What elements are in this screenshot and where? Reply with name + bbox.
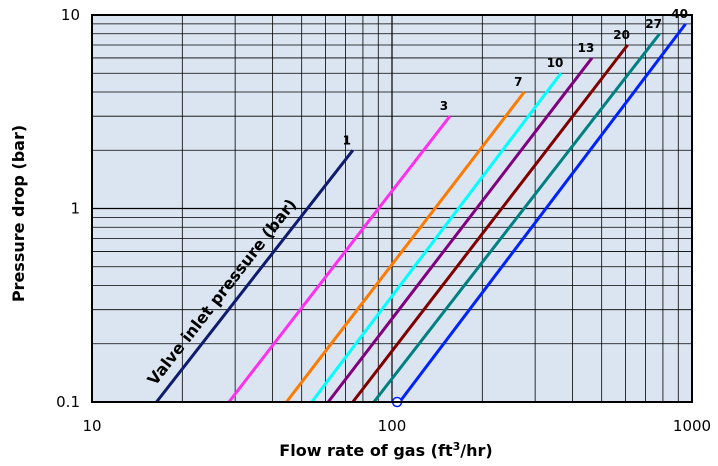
x-tick-label: 100 (378, 417, 407, 435)
y-tick-label: 10 (61, 6, 80, 24)
y-tick-label: 0.1 (56, 393, 80, 411)
y-tick-label: 1 (70, 200, 80, 218)
series-lines (155, 22, 687, 408)
series-label-7: 7 (514, 75, 522, 89)
series-label-3: 3 (440, 99, 448, 113)
series-line-20 (351, 44, 629, 403)
series-line-1 (155, 149, 354, 403)
series-label-1: 1 (343, 133, 351, 147)
grid-lines (92, 15, 692, 402)
x-axis-title: Flow rate of gas (ft3/hr) (279, 440, 492, 460)
series-line-13 (327, 56, 594, 403)
y-axis-title: Pressure drop (bar) (9, 125, 28, 302)
x-axis-title-main: Flow rate of gas (ft (279, 441, 453, 460)
x-axis-title-superscript: 3 (453, 440, 461, 453)
series-line-40 (398, 22, 687, 403)
series-line-7 (285, 91, 526, 403)
series-label-20: 20 (613, 28, 630, 42)
series-line-10 (310, 72, 563, 403)
series-line-27 (372, 32, 661, 403)
series-label-10: 10 (547, 56, 564, 70)
series-label-13: 13 (578, 41, 595, 55)
series-label-27: 27 (645, 17, 662, 31)
series-label-40: 40 (671, 7, 688, 21)
tick-labels: 10 100 1000 10 1 0.1 (56, 6, 711, 435)
x-tick-label: 1000 (673, 417, 711, 435)
x-axis-title-end: /hr) (460, 441, 492, 460)
plot-frame (91, 14, 693, 403)
x-tick-label: 10 (82, 417, 101, 435)
series-line-3 (227, 115, 452, 403)
